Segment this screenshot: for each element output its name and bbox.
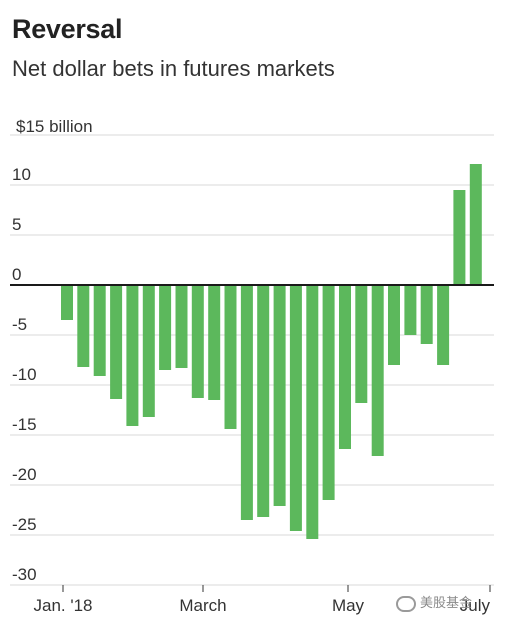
- bar: [453, 190, 466, 285]
- bar: [420, 285, 433, 344]
- bar: [306, 285, 319, 539]
- bar: [257, 285, 270, 517]
- bar: [240, 285, 253, 520]
- y-tick-label: -20: [12, 465, 37, 484]
- wechat-icon: [396, 595, 416, 612]
- y-tick-label: -25: [12, 515, 37, 534]
- x-tick-label: March: [179, 596, 226, 615]
- bar: [355, 285, 368, 403]
- bar: [126, 285, 139, 426]
- y-tick-label: -15: [12, 415, 37, 434]
- bar: [273, 285, 286, 506]
- y-tick-label: -5: [12, 315, 27, 334]
- bar: [289, 285, 302, 531]
- chart-subtitle: Net dollar bets in futures markets: [12, 56, 335, 81]
- bar: [61, 285, 73, 320]
- y-tick-label: 0: [12, 265, 21, 284]
- chart-title: Reversal: [12, 14, 123, 44]
- watermark-text: 美股基金: [420, 596, 473, 611]
- watermark: 美股基金: [396, 592, 472, 612]
- bar: [208, 285, 221, 400]
- bar: [224, 285, 237, 429]
- x-tick-label: July: [460, 596, 491, 615]
- x-tick-labels: Jan. '18 March May July: [33, 585, 491, 615]
- bar: [191, 285, 204, 398]
- y-tick-label: 10: [12, 165, 31, 184]
- bar: [371, 285, 384, 456]
- bar: [175, 285, 188, 368]
- bar: [110, 285, 123, 399]
- y-axis-unit-label: $15 billion: [16, 117, 93, 136]
- bar: [404, 285, 417, 335]
- bar: [159, 285, 172, 370]
- bar: [77, 285, 90, 367]
- bar: [388, 285, 400, 365]
- bar: [142, 285, 155, 417]
- bar: [322, 285, 335, 500]
- y-tick-label: 5: [12, 215, 21, 234]
- bar: [339, 285, 351, 449]
- y-tick-labels: 10 5 0 -5 -10 -15 -20 -25 -30: [12, 165, 37, 584]
- x-tick-label: Jan. '18: [33, 596, 92, 615]
- bars: [61, 164, 482, 539]
- bar: [437, 285, 450, 365]
- y-tick-label: -10: [12, 365, 37, 384]
- bar: [93, 285, 106, 376]
- bar: [469, 164, 482, 285]
- y-tick-label: -30: [12, 565, 37, 584]
- x-tick-label: May: [332, 596, 365, 615]
